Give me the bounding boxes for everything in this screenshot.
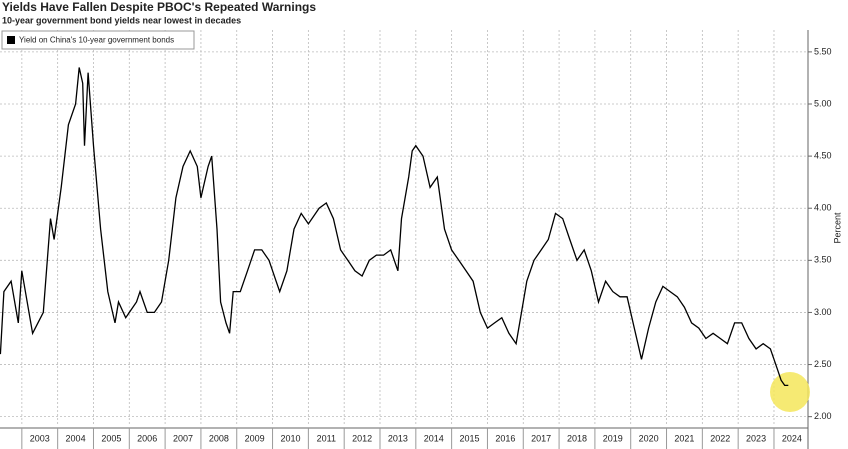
x-tick-label: 2007 [173, 433, 193, 443]
x-tick-label: 2011 [317, 433, 336, 443]
x-tick-label: 2016 [495, 433, 515, 443]
y-tick-label: 3.00 [814, 307, 832, 317]
y-tick-label: 5.50 [814, 46, 832, 56]
y-tick-label: 5.00 [814, 98, 832, 108]
x-tick-label: 2006 [137, 433, 157, 443]
legend-label: Yield on China's 10-year government bond… [19, 36, 174, 45]
x-tick-label: 2019 [603, 433, 623, 443]
x-tick-label: 2010 [280, 433, 300, 443]
highlight-circle [770, 372, 810, 412]
data-line [0, 67, 789, 387]
legend-swatch [7, 36, 15, 44]
y-tick-label: 2.50 [814, 359, 832, 369]
x-tick-label: 2018 [567, 433, 587, 443]
x-tick-label: 2005 [101, 433, 121, 443]
x-tick-label: 2014 [424, 433, 444, 443]
chart-subtitle: 10-year government bond yields near lowe… [2, 15, 241, 25]
chart-title: Yields Have Fallen Despite PBOC's Repeat… [2, 0, 316, 14]
x-tick-label: 2017 [531, 433, 551, 443]
y-tick-label: 2.00 [814, 411, 832, 421]
x-tick-label: 2004 [66, 433, 86, 443]
plot-area [0, 30, 808, 425]
x-tick-label: 2013 [388, 433, 408, 443]
x-tick-label: 2003 [30, 433, 50, 443]
y-tick-label: 4.00 [814, 203, 832, 213]
x-tick-label: 2009 [245, 433, 265, 443]
x-tick-label: 2015 [460, 433, 480, 443]
y-axis-label: Percent [832, 212, 842, 244]
y-tick-label: 4.50 [814, 150, 832, 160]
x-tick-label: 2022 [710, 433, 730, 443]
x-tick-label: 2012 [352, 433, 372, 443]
x-tick-label: 2021 [674, 433, 694, 443]
x-tick-label: 2024 [782, 433, 802, 443]
x-tick-label: 2020 [639, 433, 659, 443]
x-tick-label: 2008 [209, 433, 229, 443]
x-tick-label: 2023 [746, 433, 766, 443]
legend-box [1, 30, 195, 50]
y-tick-label: 3.50 [814, 255, 832, 265]
